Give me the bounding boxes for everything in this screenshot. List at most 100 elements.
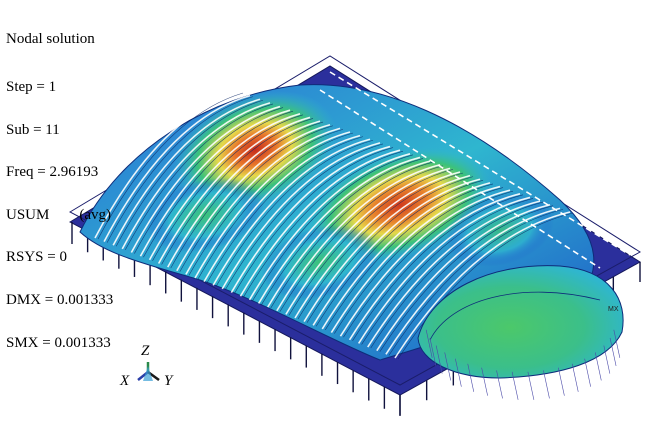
cable <box>527 371 535 400</box>
legend-line: Freq = 2.96193 <box>6 164 99 181</box>
rib <box>312 178 481 326</box>
rib-edge <box>352 194 524 341</box>
dome-cables <box>425 329 621 400</box>
triad-z-label: Z <box>141 343 150 359</box>
rib-edge <box>115 99 264 247</box>
rib <box>348 193 521 341</box>
legend-line: DMX = 0.001333 <box>6 291 114 308</box>
rib-edge <box>370 201 544 349</box>
rib-edge <box>288 169 454 316</box>
rib <box>130 105 281 253</box>
rib-edge <box>361 198 534 345</box>
rib-edge <box>261 158 424 305</box>
rib <box>267 160 431 308</box>
rib-edge <box>206 136 364 283</box>
rib-edge <box>188 129 344 276</box>
legend-line: SMX = 0.001333 <box>6 334 111 351</box>
triad-x-label: X <box>120 373 130 389</box>
rib <box>112 98 261 246</box>
legend-line: Sub = 11 <box>6 121 60 138</box>
coordinate-triad <box>137 362 160 382</box>
rib <box>321 182 491 330</box>
rib-edge <box>388 209 564 356</box>
rib <box>212 138 371 286</box>
rib <box>294 171 461 319</box>
cable <box>558 367 565 396</box>
stripe <box>319 89 601 269</box>
stripe <box>329 71 631 256</box>
cable <box>425 329 433 358</box>
rib <box>167 120 321 268</box>
rib <box>239 149 401 297</box>
rib <box>94 91 241 239</box>
rib-edge <box>97 92 244 240</box>
rib <box>176 123 331 272</box>
rib-edge <box>179 125 334 272</box>
rib-edge <box>325 183 494 331</box>
rib-edge <box>243 150 404 298</box>
rib-edge <box>270 161 434 309</box>
triad-y-label: Y <box>164 373 173 389</box>
rib-edge <box>315 179 484 327</box>
rib-edge <box>143 110 294 258</box>
rib <box>203 134 361 283</box>
rib <box>121 102 271 250</box>
max-marker: MX <box>608 306 619 313</box>
rib <box>276 163 441 312</box>
rib <box>257 156 421 304</box>
rib-edge <box>134 107 284 254</box>
rib <box>103 94 251 243</box>
rib-edge <box>161 118 314 265</box>
cable <box>444 352 452 381</box>
cable <box>496 370 503 399</box>
rib-edge <box>397 212 574 360</box>
rib <box>194 131 351 279</box>
roof-ribs <box>94 91 571 359</box>
cable <box>609 337 617 366</box>
rib <box>148 113 301 261</box>
rib <box>285 167 451 315</box>
solution-legend: Nodal solution Step = 1 Sub = 11 Freq = … <box>6 4 113 378</box>
legend-line: Step = 1 <box>6 79 57 95</box>
rib <box>376 203 551 352</box>
rib <box>139 109 291 257</box>
rib-edge <box>197 132 354 280</box>
rib <box>339 189 511 337</box>
rib-edge <box>252 154 414 301</box>
rib-edge <box>225 143 384 291</box>
rib <box>330 185 501 333</box>
legend-line: USUM (avg) <box>6 206 111 223</box>
legend-line: RSYS = 0 <box>6 249 67 266</box>
rib <box>230 145 391 293</box>
rib-edge <box>279 165 444 312</box>
rib <box>185 127 341 275</box>
rib-edge <box>152 114 304 261</box>
rib <box>367 200 541 348</box>
cable <box>594 352 602 381</box>
deck-markings <box>319 71 631 269</box>
rib-edge <box>234 147 394 294</box>
cable <box>467 363 475 392</box>
rib-edge <box>297 172 464 320</box>
rib-edge <box>334 187 504 334</box>
cable <box>584 358 591 387</box>
cable <box>613 329 621 358</box>
rib-edge <box>170 121 324 269</box>
rib <box>303 174 471 323</box>
rib-edge <box>215 139 374 287</box>
rib <box>357 196 531 344</box>
rib-edge <box>306 176 474 323</box>
rib <box>221 142 381 290</box>
rib <box>248 153 411 301</box>
rib <box>394 211 571 359</box>
dome-end <box>417 265 624 379</box>
rib <box>157 116 311 264</box>
rib <box>385 207 561 355</box>
cable <box>481 367 488 396</box>
legend-title: Nodal solution <box>6 31 95 48</box>
cable <box>571 363 579 392</box>
rib-edge <box>379 205 554 352</box>
cable <box>435 345 443 374</box>
